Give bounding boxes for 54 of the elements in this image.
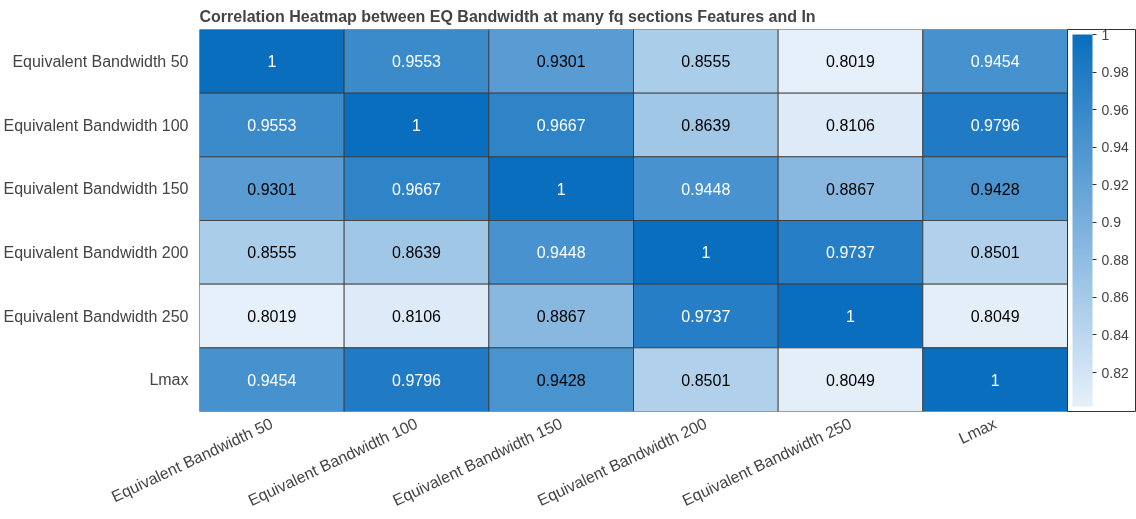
data-label: 0.8049 — [826, 371, 876, 389]
data-label: 1 — [846, 308, 856, 325]
data-label: 0.8867 — [826, 180, 876, 198]
data-label: 0.9454 — [970, 53, 1020, 71]
data-label: 0.9553 — [247, 117, 297, 134]
color-bar-label: 0.92 — [1101, 176, 1129, 193]
data-label: 0.8639 — [392, 244, 442, 262]
y-tick-label: Equivalent Bandwidth 100 — [3, 116, 189, 134]
color-bar-label: 0.86 — [1101, 289, 1129, 306]
data-label: 1 — [556, 180, 566, 198]
data-label: 0.9301 — [247, 180, 297, 198]
data-label: 0.9428 — [970, 180, 1020, 198]
color-bar-label: 0.88 — [1101, 251, 1129, 268]
data-label: 0.8501 — [970, 244, 1020, 262]
color-bar-label: 0.82 — [1101, 364, 1129, 381]
data-label: 0.9448 — [681, 180, 731, 198]
data-label: 0.8106 — [392, 308, 442, 325]
color-bar-label: 0.98 — [1101, 64, 1129, 81]
y-tick-label: Equivalent Bandwidth 200 — [3, 243, 189, 261]
data-label: 0.8049 — [970, 308, 1020, 325]
data-label: 1 — [412, 117, 422, 134]
chart-title: Correlation Heatmap between EQ Bandwidth at many fq sections Features and In — [199, 7, 816, 25]
data-label: 0.8106 — [826, 117, 876, 134]
data-label: 0.8019 — [826, 53, 876, 71]
data-label: 0.9796 — [392, 371, 442, 389]
data-label: 0.9737 — [826, 244, 876, 262]
x-tick-label: Lmax — [956, 414, 999, 447]
data-label: 0.9428 — [536, 371, 586, 389]
data-label: 0.9667 — [536, 117, 586, 134]
color-bar-label: 1 — [1101, 26, 1110, 43]
data-label: 0.8867 — [536, 308, 586, 325]
data-label: 0.8555 — [247, 244, 297, 262]
data-label: 0.9553 — [392, 53, 442, 71]
data-label: 0.9448 — [536, 244, 586, 262]
data-label: 0.8555 — [681, 53, 731, 71]
color-bar-label: 0.84 — [1101, 326, 1129, 343]
data-label: 0.8639 — [681, 117, 731, 134]
data-label: 0.9301 — [536, 53, 586, 71]
data-label: 0.9796 — [970, 117, 1020, 134]
data-label: 0.8019 — [247, 308, 297, 325]
color-bar-label: 0.9 — [1101, 214, 1122, 231]
data-label: 0.9737 — [681, 308, 731, 325]
y-tick-label: Equivalent Bandwidth 50 — [12, 52, 189, 70]
color-bar-label: 0.94 — [1101, 139, 1129, 156]
y-tick-label: Lmax — [149, 371, 189, 389]
data-label: 0.8501 — [681, 371, 731, 389]
y-tick-label: Equivalent Bandwidth 150 — [3, 180, 189, 198]
color-bar-label: 0.96 — [1101, 101, 1129, 118]
data-label: 0.9667 — [392, 180, 442, 198]
y-tick-label: Equivalent Bandwidth 250 — [3, 307, 189, 325]
data-label: 1 — [701, 244, 711, 262]
data-label: 1 — [267, 53, 277, 71]
data-label: 0.9454 — [247, 371, 297, 389]
data-label: 1 — [990, 371, 1000, 389]
